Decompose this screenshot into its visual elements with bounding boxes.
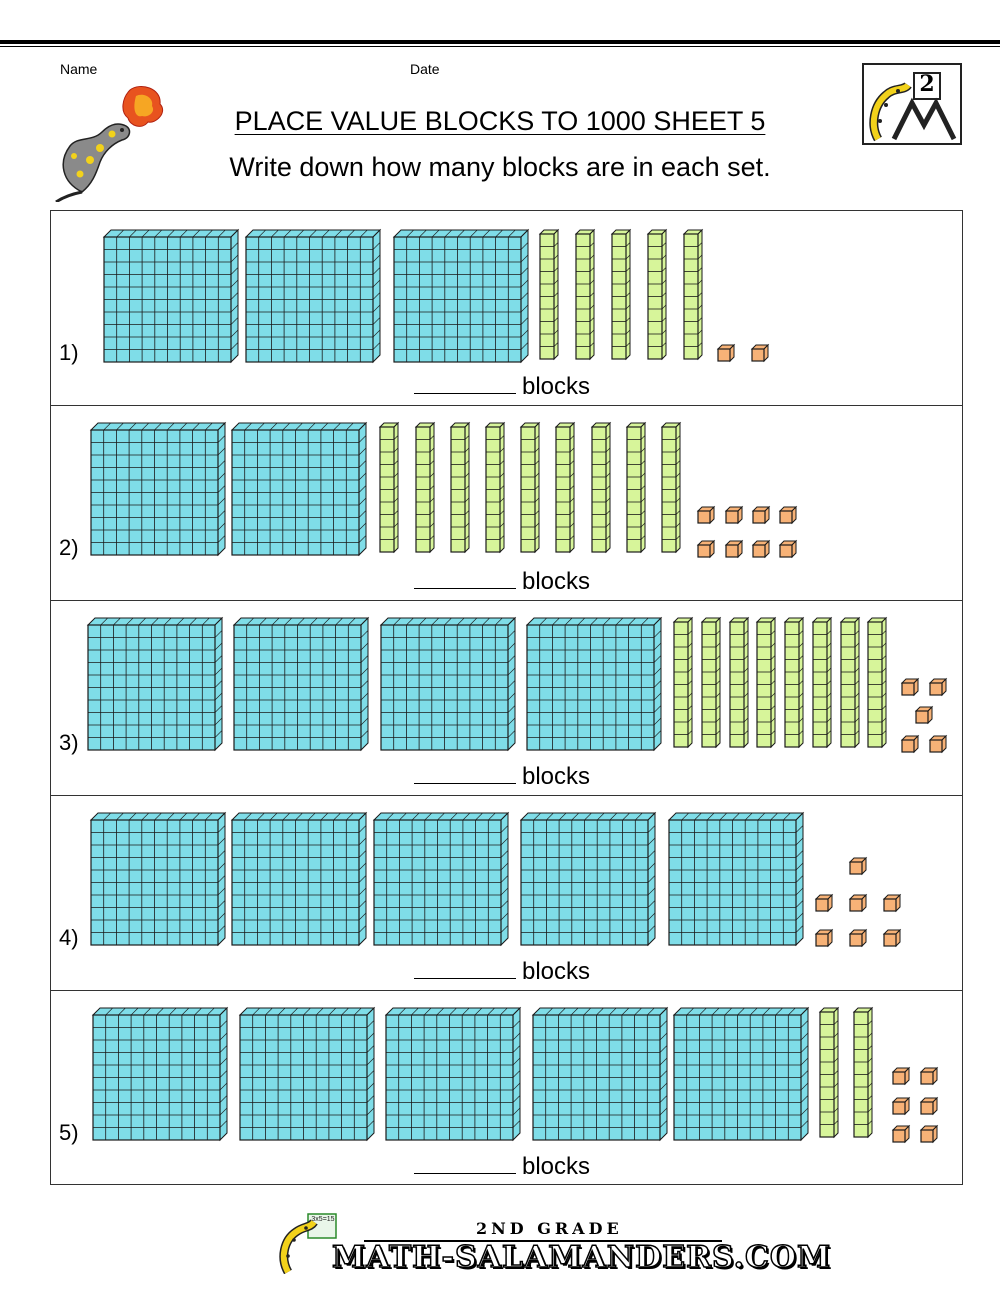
row-divider [50, 405, 963, 406]
salamander-grade-logo-icon: 2 [862, 63, 962, 145]
answer-suffix: blocks [522, 763, 591, 790]
answer-suffix: blocks [522, 568, 591, 595]
page-title: PLACE VALUE BLOCKS TO 1000 SHEET 5 [0, 106, 1000, 137]
row-divider [50, 795, 963, 796]
question-number: 4) [59, 925, 79, 950]
name-label: Name [60, 61, 98, 77]
worksheet-frame [50, 210, 963, 1185]
answer-suffix: blocks [522, 373, 591, 400]
date-label: Date [410, 61, 440, 77]
answer-blank[interactable] [414, 1153, 516, 1174]
answer-line[interactable]: blocks [414, 958, 590, 986]
footer-board-text: 3x5=15 [311, 1216, 335, 1223]
answer-blank[interactable] [414, 568, 516, 589]
answer-blank[interactable] [414, 763, 516, 784]
top-rule-thin [0, 46, 1000, 47]
answer-line[interactable]: blocks [414, 1153, 590, 1181]
footer-grade-text: 2ND GRADE [476, 1219, 623, 1238]
question-number: 2) [59, 535, 79, 560]
answer-line[interactable]: blocks [414, 373, 590, 401]
footer-site-text: MATH-SALAMANDERS.COM [331, 1239, 832, 1276]
answer-suffix: blocks [522, 958, 591, 985]
page-title-text: PLACE VALUE BLOCKS TO 1000 SHEET 5 [234, 106, 766, 136]
answer-blank[interactable] [414, 958, 516, 979]
instructions: Write down how many blocks are in each s… [229, 152, 771, 182]
question-number: 3) [59, 730, 79, 755]
grade-number: 2 [919, 71, 935, 97]
salamander-mascot-icon [279, 1213, 337, 1274]
row-divider [50, 990, 963, 991]
answer-blank[interactable] [414, 373, 516, 394]
question-number: 5) [59, 1120, 79, 1145]
grade-logo-art [869, 72, 957, 142]
top-rule [0, 40, 1000, 44]
answer-line[interactable]: blocks [414, 763, 590, 791]
fire-breathing-salamander-icon [55, 86, 164, 202]
answer-suffix: blocks [522, 1153, 591, 1180]
row-divider [50, 600, 963, 601]
answer-line[interactable]: blocks [414, 568, 590, 596]
footer-rule [364, 1240, 722, 1242]
question-number: 1) [59, 340, 79, 365]
